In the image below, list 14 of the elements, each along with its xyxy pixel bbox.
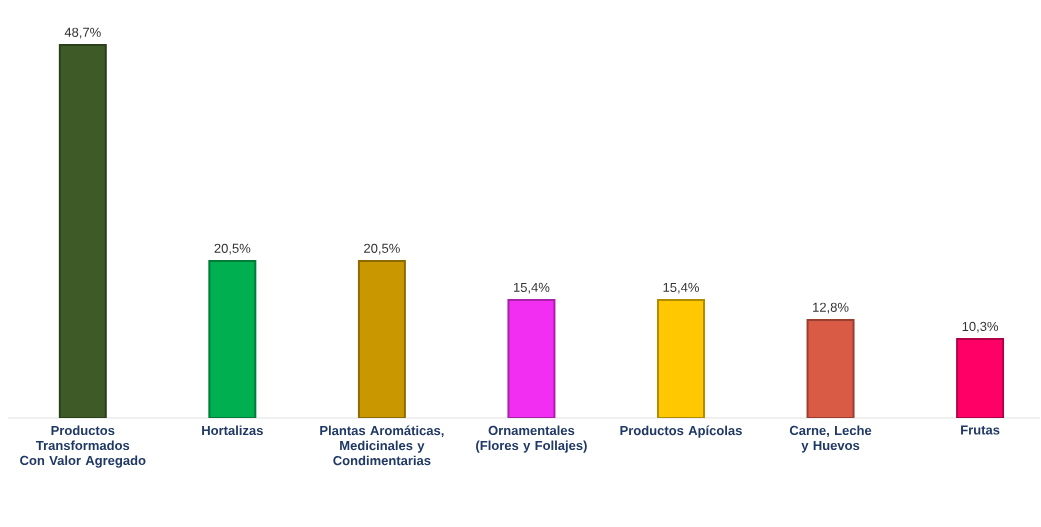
data-label: 20,5% <box>214 243 251 255</box>
data-label: 20,5% <box>364 243 400 255</box>
x-tick-label: Productos Apícolas <box>620 425 742 438</box>
x-tick-label: Hortalizas <box>202 425 263 436</box>
x-tick-label: Ornamentales (Flores y Follajes) <box>476 425 587 453</box>
data-label: 10,3% <box>962 321 999 333</box>
data-label: 15,4% <box>513 282 550 294</box>
data-label: 12,8% <box>813 302 849 314</box>
x-tick-label: Frutas <box>961 425 1000 435</box>
x-tick-label: Productos Transformados Con Valor Agregado <box>20 425 146 468</box>
x-tick-label: Plantas Aromáticas, Medicinales y Condimentarias <box>320 425 444 466</box>
x-tick-label: Carne, Leche y Huevos <box>789 425 872 453</box>
data-label: 48,7% <box>64 27 101 39</box>
data-label: 15,4% <box>663 282 699 294</box>
